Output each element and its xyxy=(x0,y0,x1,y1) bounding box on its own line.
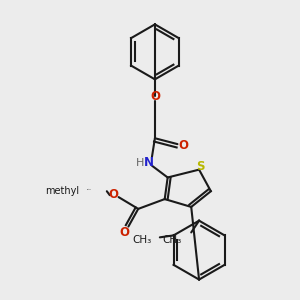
Text: CH₃: CH₃ xyxy=(133,235,152,245)
Text: methyl: methyl xyxy=(45,186,79,196)
Text: O: O xyxy=(119,226,130,239)
Text: methyl: methyl xyxy=(87,189,92,190)
Text: H: H xyxy=(136,158,144,168)
Text: N: N xyxy=(144,156,154,169)
Text: O: O xyxy=(178,139,188,152)
Text: O: O xyxy=(109,188,119,201)
Text: CH₃: CH₃ xyxy=(162,235,182,245)
Text: S: S xyxy=(196,160,204,173)
Text: O: O xyxy=(150,91,160,103)
